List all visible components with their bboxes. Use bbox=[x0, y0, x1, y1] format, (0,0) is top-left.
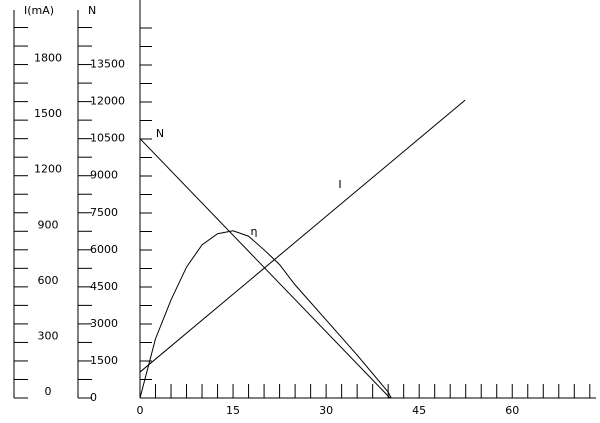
x-tick-label: 30 bbox=[319, 404, 333, 417]
series-label: N bbox=[156, 127, 164, 140]
y-tick-label: 0 bbox=[45, 385, 52, 398]
series-label: η bbox=[251, 225, 258, 238]
y-tick-label: 1800 bbox=[34, 52, 62, 65]
x-tick-label: 60 bbox=[505, 404, 519, 417]
y-tick-label: 900 bbox=[38, 218, 59, 231]
y2-tick-label: 13500 bbox=[90, 58, 125, 71]
series-line bbox=[139, 230, 392, 399]
y2-tick-label: 12000 bbox=[90, 95, 125, 108]
y2-tick-label: 1500 bbox=[90, 354, 118, 367]
y2-tick-label: 9000 bbox=[90, 169, 118, 182]
x-tick-label: 15 bbox=[226, 404, 240, 417]
y2-tick-label: 0 bbox=[90, 391, 97, 404]
y2-tick-label: 7500 bbox=[90, 206, 118, 219]
y-tick-label: 300 bbox=[38, 329, 59, 342]
series-label: I bbox=[338, 178, 341, 191]
y2-tick-label: 3000 bbox=[90, 317, 118, 330]
series-line bbox=[139, 138, 391, 399]
x-tick-label: 0 bbox=[137, 404, 144, 417]
i-axis-title: I(mA) bbox=[24, 4, 54, 17]
y2-tick-label: 10500 bbox=[90, 132, 125, 145]
x-tick-label: 45 bbox=[412, 404, 426, 417]
y2-tick-label: 4500 bbox=[90, 280, 118, 293]
series-line bbox=[139, 99, 466, 373]
y-tick-label: 1200 bbox=[34, 163, 62, 176]
n-axis-title: N bbox=[88, 4, 96, 17]
y-tick-label: 1500 bbox=[34, 107, 62, 120]
y-tick-label: 600 bbox=[38, 274, 59, 287]
y2-tick-label: 6000 bbox=[90, 243, 118, 256]
